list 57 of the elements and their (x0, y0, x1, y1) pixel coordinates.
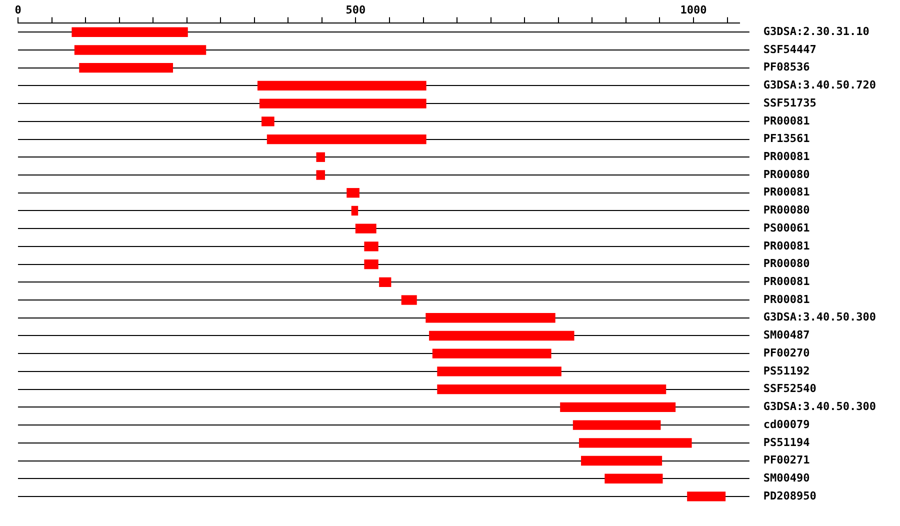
bar (351, 206, 358, 216)
y-tick-label: SSF54447 (763, 42, 816, 56)
y-tick-label: PS00061 (763, 221, 810, 234)
y-tick-label: PS51194 (763, 436, 810, 449)
y-tick-label: PR00081 (763, 292, 810, 306)
y-tick-label: PF00271 (763, 454, 810, 467)
bar (572, 420, 661, 430)
bar (578, 438, 692, 448)
y-tick-label: SM00490 (763, 471, 810, 484)
y-tick-label: PR00080 (763, 204, 810, 217)
y-tick-label: G3DSA:3.40.50.300 (763, 310, 876, 324)
bar (581, 456, 662, 466)
x-tick-label: 500 (346, 3, 366, 16)
y-tick-label: SSF52540 (763, 382, 816, 396)
bar (687, 492, 726, 502)
y-tick-label: SSF51735 (763, 96, 816, 110)
y-tick-label: G3DSA:3.40.50.720 (763, 78, 876, 92)
bar (432, 348, 552, 358)
y-tick-label: PR00081 (763, 239, 810, 252)
bar (79, 63, 174, 73)
y-tick-label: G3DSA:2.30.31.10 (763, 24, 870, 38)
bar (364, 259, 378, 270)
bar (316, 170, 325, 180)
bar (560, 402, 676, 412)
bar (426, 313, 556, 323)
bar (74, 45, 206, 55)
y-tick-label: G3DSA:3.40.50.300 (763, 400, 876, 414)
bar (364, 242, 378, 252)
y-tick-label: PF08536 (763, 60, 810, 74)
x-tick-label: 0 (14, 3, 22, 16)
bar (604, 474, 663, 484)
y-tick-label: PF13561 (763, 132, 810, 146)
y-tick-label: PR00081 (763, 150, 810, 164)
x-tick-label: 1000 (680, 3, 707, 16)
bar (401, 295, 417, 305)
bar (257, 80, 426, 91)
y-tick-label: PS51192 (763, 364, 810, 378)
y-tick-label: PD208950 (763, 489, 816, 502)
bar (266, 134, 426, 144)
bar (262, 116, 274, 126)
bar (355, 224, 376, 234)
bar (346, 188, 360, 198)
bar (259, 98, 426, 108)
bar (379, 277, 392, 287)
bar (437, 366, 562, 376)
y-tick-label: SM00487 (763, 328, 810, 342)
bar (316, 152, 325, 162)
y-tick-label: PR00081 (763, 114, 810, 128)
y-tick-label: PR00081 (763, 275, 810, 288)
bar (429, 330, 574, 341)
bar (72, 27, 188, 37)
y-tick-label: cd00079 (763, 418, 810, 431)
y-tick-label: PR00080 (763, 257, 810, 270)
y-tick-label: PR00080 (763, 168, 810, 181)
y-tick-label: PF00270 (763, 346, 810, 360)
bar (437, 384, 666, 394)
y-tick-label: PR00081 (763, 186, 810, 199)
